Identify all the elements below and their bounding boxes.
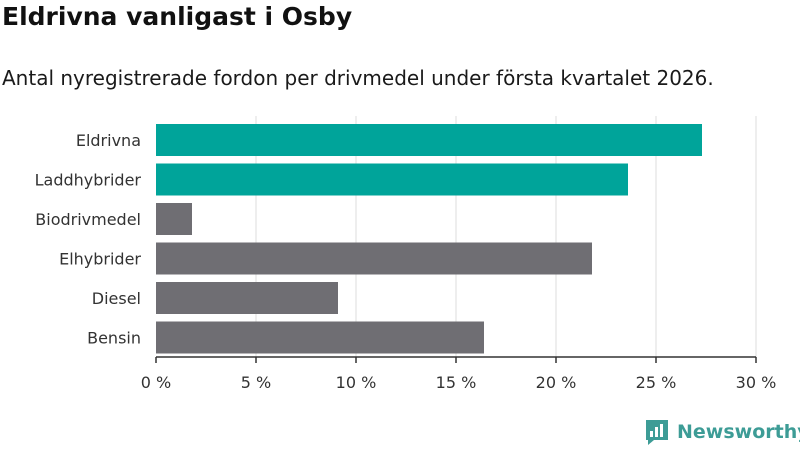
category-label: Laddhybrider <box>35 171 142 190</box>
bar-laddhybrider <box>156 163 628 196</box>
bar-bensin <box>156 321 484 354</box>
category-label: Elhybrider <box>59 250 141 269</box>
x-tick-label: 20 % <box>536 373 577 392</box>
category-label: Eldrivna <box>76 131 141 150</box>
brand-logo: Newsworthy <box>644 418 800 446</box>
x-tick-label: 30 % <box>736 373 777 392</box>
x-axis: 0 % 5 % 10 % 15 % 20 % 25 % 30 % <box>141 356 777 392</box>
bars <box>156 124 702 354</box>
brand-name: Newsworthy <box>677 421 800 443</box>
bar-eldrivna <box>156 124 702 156</box>
x-tick-label: 10 % <box>336 373 377 392</box>
grid-lines <box>255 116 757 357</box>
newsworthy-logo-icon <box>646 420 668 445</box>
chart-subtitle: Antal nyregistrerade fordon per drivmede… <box>2 66 714 90</box>
x-tick-label: 5 % <box>241 373 271 392</box>
category-labels: Eldrivna Laddhybrider Biodrivmedel Elhybrid… <box>35 131 142 348</box>
x-tick-label: 25 % <box>636 373 677 392</box>
x-tick-label: 0 % <box>141 373 171 392</box>
chart-title: Eldrivna vanligast i Osby <box>2 2 353 31</box>
x-tick-label: 15 % <box>436 373 477 392</box>
bar-biodrivmedel <box>156 203 192 235</box>
bar-elhybrider <box>156 242 592 275</box>
bar-diesel <box>156 282 338 314</box>
category-label: Biodrivmedel <box>35 210 141 229</box>
category-label: Diesel <box>92 289 141 308</box>
category-label: Bensin <box>87 329 141 348</box>
